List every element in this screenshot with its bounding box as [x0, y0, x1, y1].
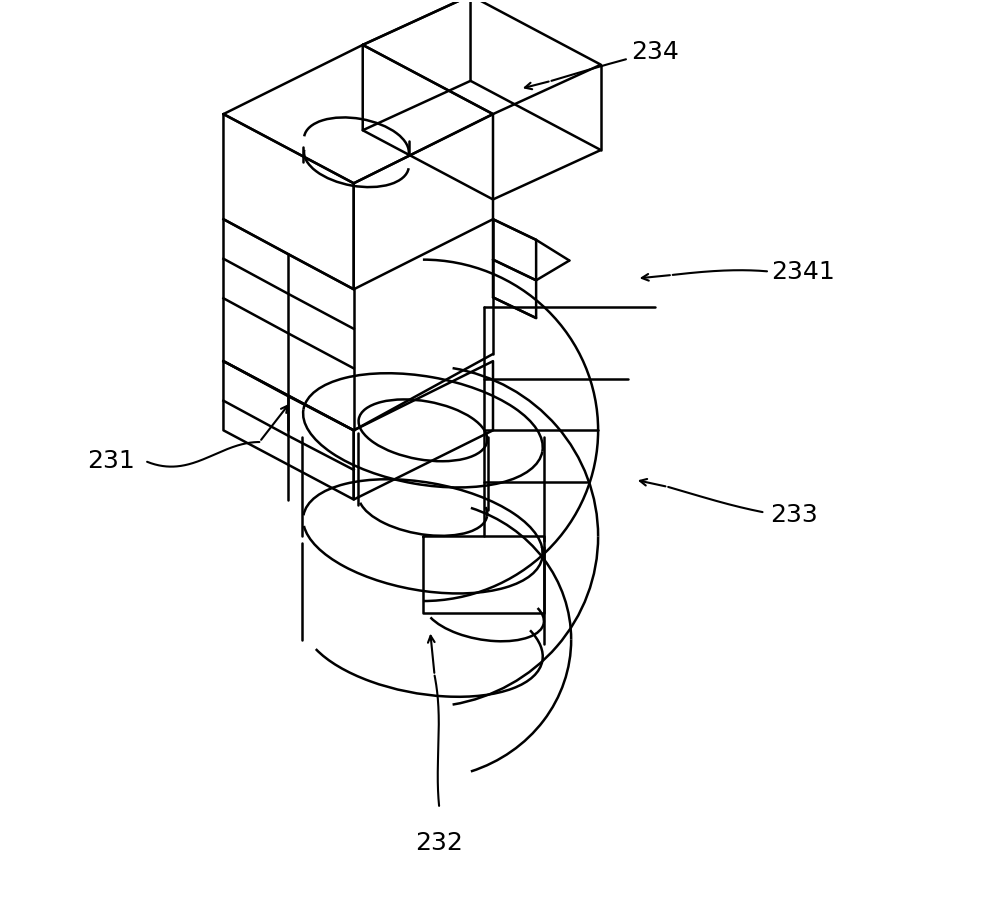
Text: 231: 231 — [88, 449, 135, 472]
Text: 232: 232 — [415, 830, 463, 854]
Text: 2341: 2341 — [771, 260, 835, 284]
Text: 233: 233 — [770, 502, 817, 526]
Text: 234: 234 — [631, 40, 678, 64]
